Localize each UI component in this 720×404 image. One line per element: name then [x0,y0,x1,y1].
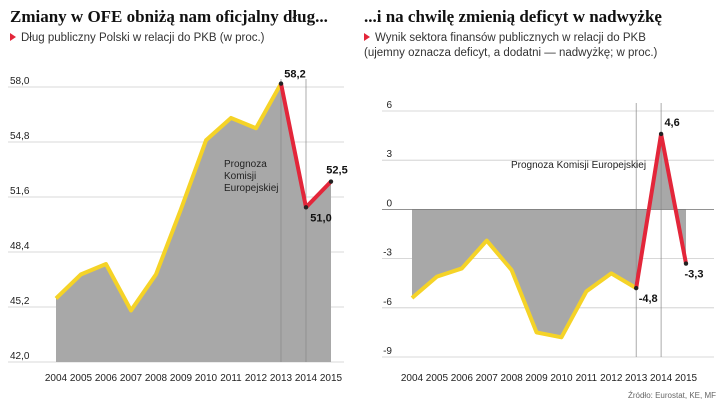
deficit-data-label: -3,3 [685,269,704,281]
debt-y-tick-label: 45,2 [10,296,30,307]
deficit-data-point [658,131,664,137]
deficit-data-label: 4,6 [664,117,679,129]
debt-y-tick-label: 51,6 [10,186,30,197]
deficit-x-tick-label: 2004 [401,373,424,384]
deficit-y-tick-label: 3 [386,149,392,160]
deficit-data-point [683,261,689,266]
deficit-x-tick-label: 2005 [426,373,449,384]
debt-data-label: 51,0 [310,212,331,224]
deficit-x-tick-label: 2014 [650,373,673,384]
debt-chart-title: Zmiany w OFE obniżą nam oficjalny dług..… [10,7,328,26]
debt-x-tick-label: 2010 [195,373,218,384]
deficit-x-tick-label: 2013 [625,373,648,384]
deficit-actual-line [410,238,638,340]
deficit-x-tick-label: 2015 [675,373,698,384]
debt-annotation: Europejskiej [224,183,278,194]
debt-x-tick-label: 2014 [295,373,318,384]
deficit-x-tick-label: 2012 [600,373,623,384]
deficit-x-tick-label: 2011 [576,373,598,384]
debt-y-tick-label: 58,0 [10,76,30,87]
deficit-subtitle-text-1: Wynik sektora finansów publicznych w rel… [375,32,646,44]
debt-panel: Zmiany w OFE obniżą nam oficjalny dług..… [0,0,356,404]
deficit-x-tick-label: 2008 [501,373,524,384]
deficit-x-tick-label: 2010 [550,373,573,384]
deficit-data-point [633,285,639,291]
debt-x-tick-label: 2009 [170,373,193,384]
debt-x-tick-label: 2007 [120,373,143,384]
debt-annotation: Komisji [224,171,256,182]
deficit-panel: ...i na chwilę zmienią deficyt w nadwyżk… [362,0,720,404]
deficit-chart-subtitle-line2: (ujemny oznacza deficyt, a dodatni — nad… [364,47,658,59]
debt-y-tick-label: 42,0 [10,351,30,362]
debt-chart: 42,0 45,2 48,4 51,6 54,8 58,0 58,2 51,0 52,5 2004… [8,69,348,384]
debt-x-tick-label: 2011 [220,373,242,384]
debt-chart-subtitle: Dług publiczny Polski w relacji do PKB (… [10,32,265,44]
debt-data-point [328,179,334,184]
debt-x-tick-label: 2015 [320,373,343,384]
debt-subtitle-text: Dług publiczny Polski w relacji do PKB (… [21,32,265,44]
deficit-chart-title: ...i na chwilę zmienią deficyt w nadwyżk… [364,7,662,26]
debt-data-label: 58,2 [284,69,305,81]
debt-y-tick-label: 48,4 [10,241,30,252]
deficit-data-label: -4,8 [639,293,658,305]
triangle-bullet-icon [364,32,370,41]
deficit-annotation: Prognoza Komisji Europejskiej [511,160,646,171]
debt-x-tick-label: 2012 [245,373,268,384]
debt-x-tick-label: 2005 [70,373,93,384]
deficit-area [412,133,686,338]
deficit-chart-subtitle-line1: Wynik sektora finansów publicznych w rel… [364,32,646,44]
debt-y-tick-label: 54,8 [10,131,30,142]
deficit-y-tick-label: -6 [383,297,392,308]
debt-data-label: 52,5 [326,165,347,177]
deficit-y-tick-label: 6 [386,100,392,111]
deficit-chart: -9 -6 -3 0 3 6 -4,8 4,6 -3,3 2004 2005 2006 2007 2008… [382,100,714,384]
deficit-y-tick-label: -9 [383,346,392,357]
debt-annotation: Prognoza [224,159,267,170]
debt-x-tick-label: 2006 [95,373,118,384]
deficit-x-tick-label: 2009 [525,373,548,384]
deficit-y-tick-label: 0 [386,198,392,209]
debt-x-tick-label: 2008 [145,373,168,384]
deficit-x-tick-label: 2006 [451,373,474,384]
triangle-bullet-icon [10,32,16,41]
source-note: Źródło: Eurostat, KE, MF [627,391,716,400]
debt-x-tick-label: 2004 [45,373,68,384]
deficit-x-tick-label: 2007 [476,373,499,384]
debt-data-point [303,205,309,210]
debt-actual-line [54,82,283,313]
deficit-y-tick-label: -3 [383,248,392,259]
debt-x-tick-label: 2013 [270,373,293,384]
debt-data-point [278,81,284,86]
debt-area [56,83,331,362]
